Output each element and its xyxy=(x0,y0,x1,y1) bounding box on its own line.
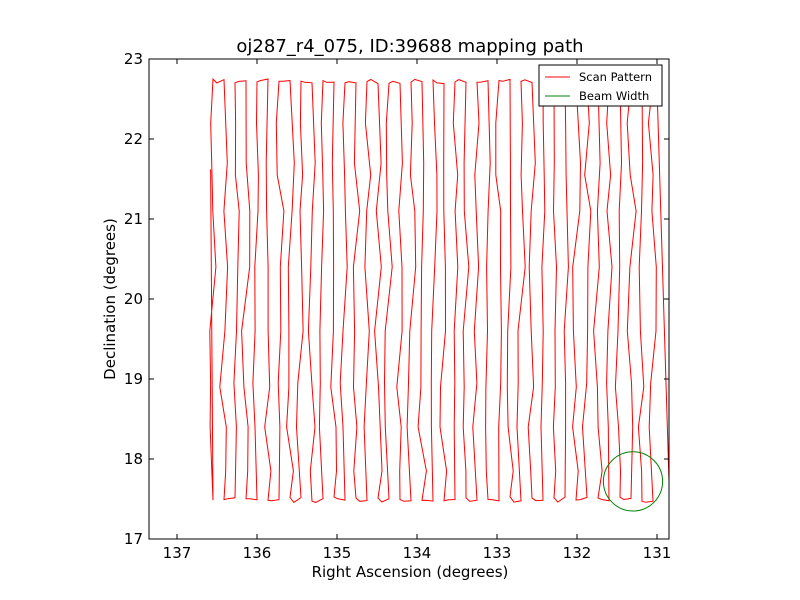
legend-box xyxy=(538,64,663,107)
x-tick-label: 135 xyxy=(323,544,352,562)
x-tick-label: 131 xyxy=(643,544,672,562)
y-tick-label: 18 xyxy=(124,450,143,468)
x-tick-label: 134 xyxy=(403,544,432,562)
y-tick-labels: 17 18 19 20 21 22 23 xyxy=(124,50,143,548)
plot-frame xyxy=(148,58,670,540)
scan-pattern-layer xyxy=(209,77,669,504)
x-tick-label: 132 xyxy=(563,544,592,562)
beam-width-circle xyxy=(602,451,664,512)
y-tick-label: 22 xyxy=(124,130,143,148)
y-tick-label: 23 xyxy=(124,50,143,68)
y-axis-title: Declination (degrees) xyxy=(101,218,119,380)
y-tick-label: 19 xyxy=(124,370,143,388)
x-tick-label: 133 xyxy=(483,544,512,562)
beam-width-layer xyxy=(602,451,664,512)
x-tick-label: 137 xyxy=(163,544,192,562)
y-tick-label: 17 xyxy=(124,530,143,548)
legend-label-scan-pattern: Scan Pattern xyxy=(579,70,652,84)
legend: Scan Pattern Beam Width xyxy=(538,64,663,107)
y-tick-label: 20 xyxy=(124,290,143,308)
legend-label-beam-width: Beam Width xyxy=(579,89,649,103)
x-tick-label: 136 xyxy=(243,544,272,562)
chart-title: oj287_r4_075, ID:39688 mapping path xyxy=(236,36,583,57)
y-tick-label: 21 xyxy=(124,210,143,228)
x-tick-labels: 137 136 135 134 133 132 131 xyxy=(163,544,672,562)
x-axis-title: Right Ascension (degrees) xyxy=(312,563,509,581)
scan-pattern-line xyxy=(209,77,669,504)
